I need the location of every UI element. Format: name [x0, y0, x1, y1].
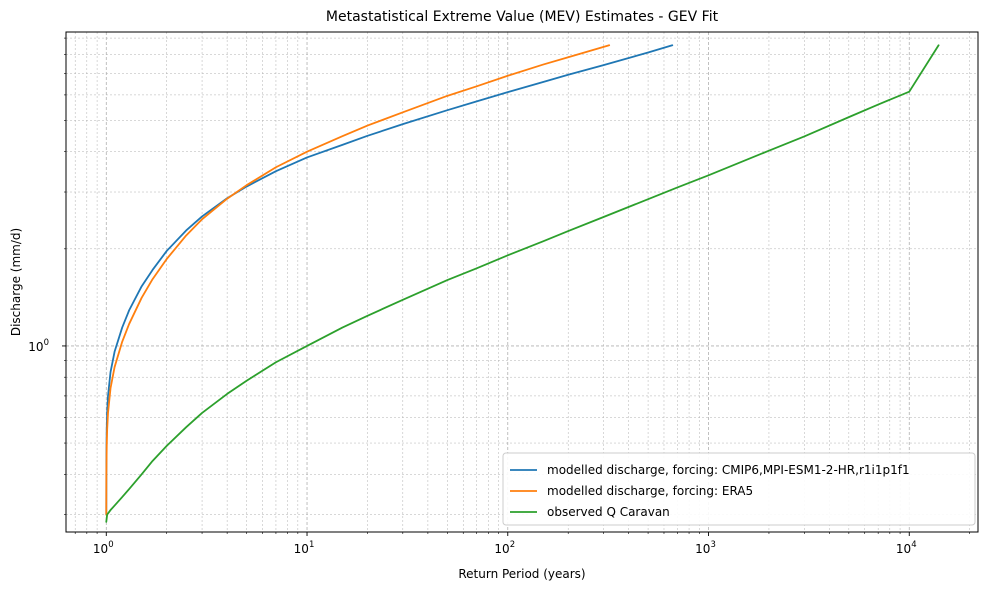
series-line-era5: [105, 44, 611, 516]
legend-box: [502, 452, 976, 526]
x-tick-exponent: 2: [510, 540, 515, 550]
x-tick-exponent: 3: [710, 540, 715, 550]
x-tick-exponent: 0: [108, 540, 113, 550]
chart-title: Metastatistical Extreme Value (MEV) Esti…: [326, 9, 719, 25]
legend-label-caravan: observed Q Caravan: [547, 505, 670, 519]
series-line-caravan: [105, 44, 940, 523]
x-axis-label: Return Period (years): [458, 567, 585, 581]
legend-label-era5: modelled discharge, forcing: ERA5: [547, 484, 753, 498]
plot-lines: [105, 44, 940, 523]
axes-frame: [65, 31, 979, 533]
legend-label-cmip6: modelled discharge, forcing: CMIP6,MPI-E…: [547, 463, 910, 477]
x-tick-exponent: 4: [911, 540, 916, 550]
legend: modelled discharge, forcing: CMIP6,MPI-E…: [502, 452, 976, 526]
y-axis-label: Discharge (mm/d): [9, 228, 23, 336]
y-tick-exponent: 0: [44, 338, 49, 348]
x-tick-exponent: 1: [309, 540, 314, 550]
x-axis-ticks: 100 101 102 103 104: [74, 532, 970, 556]
